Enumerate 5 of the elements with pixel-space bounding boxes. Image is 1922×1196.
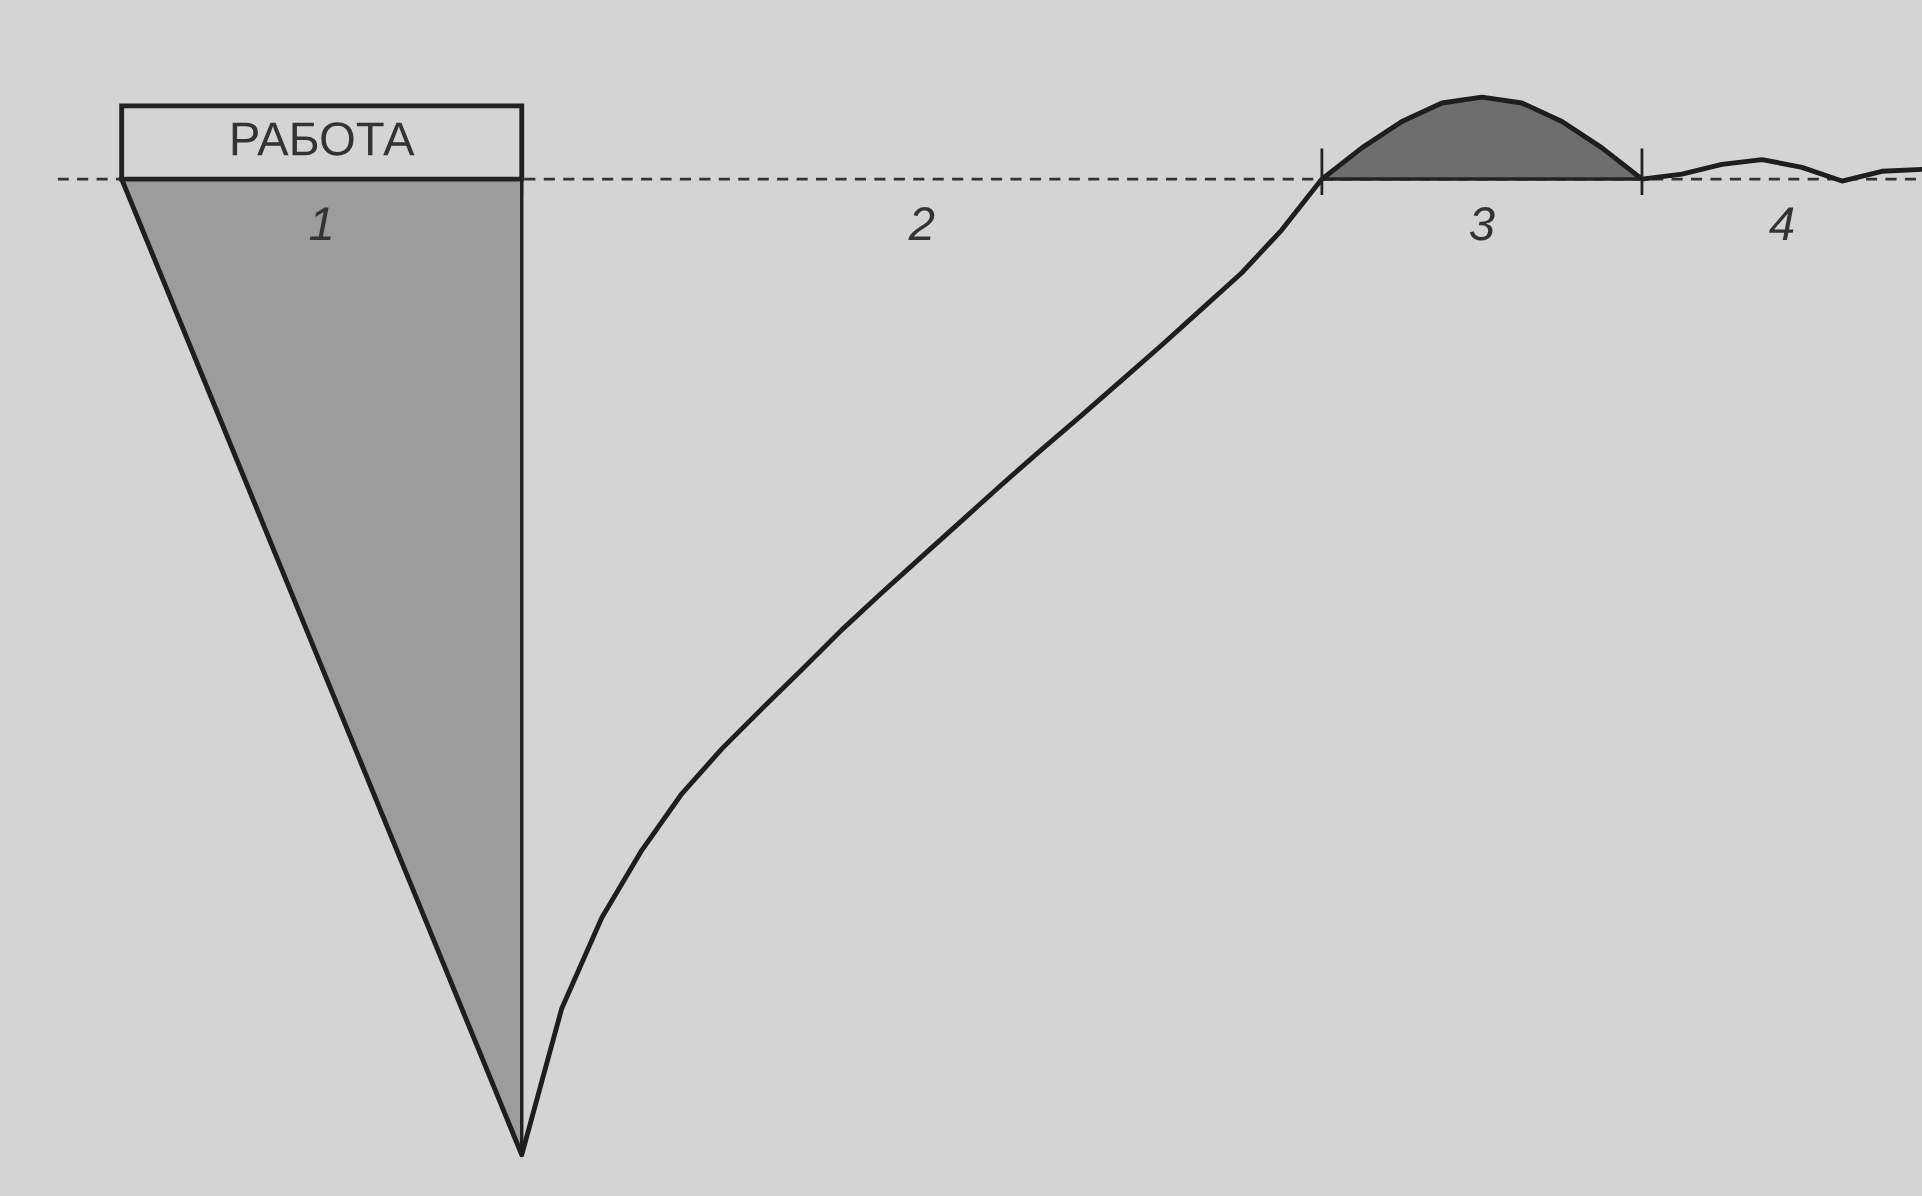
annotation: 4 bbox=[1769, 207, 1794, 241]
annotation: РАБОТА bbox=[232, 122, 415, 156]
annotation: 1 bbox=[309, 207, 331, 241]
annotation: 3 bbox=[1469, 207, 1495, 241]
annotation: 2 bbox=[908, 207, 935, 241]
